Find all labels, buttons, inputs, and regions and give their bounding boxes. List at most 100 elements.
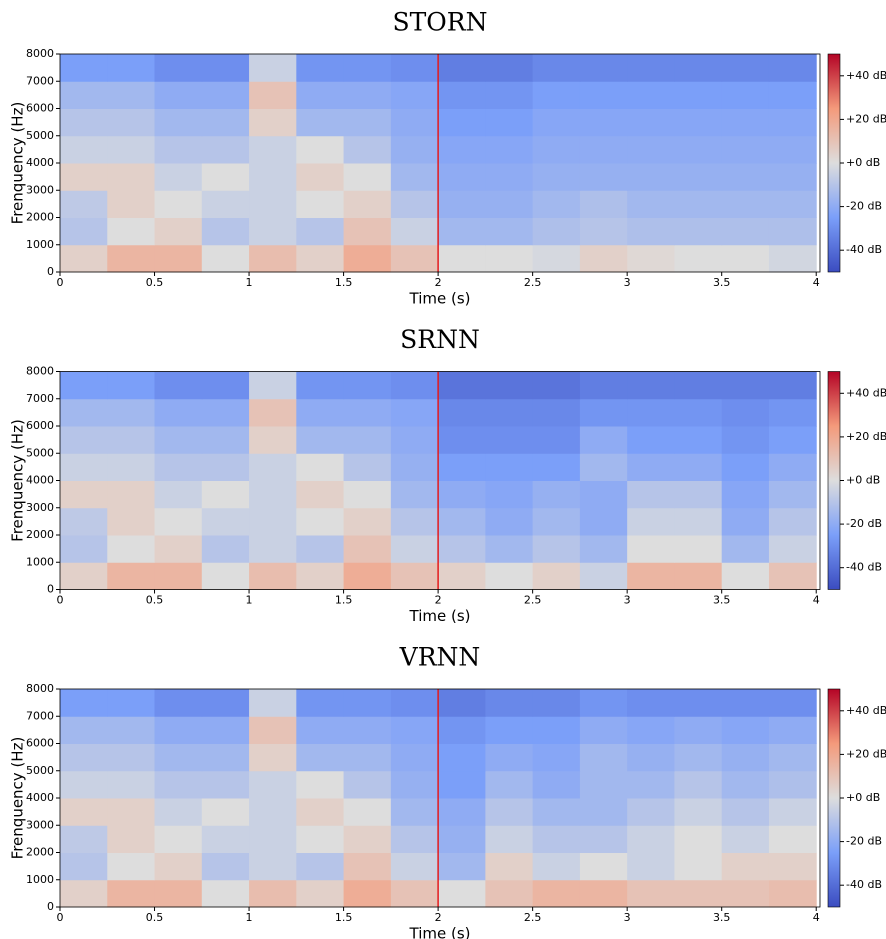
heat-cell	[249, 798, 297, 826]
heat-cell	[627, 770, 675, 799]
heat-cell	[201, 190, 250, 218]
y-tick-label: 0	[47, 900, 54, 913]
chart-title: STORN	[393, 8, 488, 37]
heat-cell	[296, 879, 345, 908]
heat-cell	[485, 879, 534, 908]
heat-cell	[485, 81, 534, 109]
heat-cell	[579, 689, 628, 717]
heat-cell	[579, 217, 628, 246]
heat-cell	[296, 689, 345, 717]
heat-cell	[154, 371, 203, 400]
heat-cell	[674, 743, 723, 772]
heat-cell	[674, 480, 723, 509]
heat-cell	[485, 371, 534, 400]
heat-cell	[154, 879, 203, 908]
heat-cell	[154, 217, 203, 246]
heat-cell	[532, 163, 581, 191]
heat-cell	[154, 743, 203, 772]
y-axis-label: Frenquency (Hz)	[9, 419, 27, 542]
heat-cell	[343, 244, 392, 273]
heat-cell	[674, 244, 723, 273]
heat-cell	[296, 562, 345, 590]
heat-cell	[154, 426, 203, 454]
colorbar	[827, 371, 841, 590]
x-tick-label: 0.5	[146, 594, 164, 607]
heat-cell	[768, 507, 817, 536]
heat-cell	[60, 244, 108, 273]
heat-cell	[579, 562, 628, 590]
y-tick-label: 0	[47, 583, 54, 596]
heat-cell	[579, 507, 628, 536]
x-tick-label: 3.5	[713, 276, 731, 289]
heat-cell	[390, 54, 439, 82]
x-tick-label: 1.5	[335, 911, 353, 924]
heat-cell	[532, 798, 581, 826]
heat-cell	[485, 163, 534, 191]
heat-cell	[201, 562, 250, 590]
heat-cell	[60, 535, 108, 563]
y-tick-label: 7000	[26, 74, 54, 87]
heat-cell	[390, 81, 439, 109]
x-tick-label: 0.5	[146, 911, 164, 924]
heat-cell	[107, 190, 156, 218]
heat-cell	[201, 244, 250, 273]
heat-cell	[532, 371, 581, 400]
heat-cell	[107, 217, 156, 246]
heat-cell	[343, 535, 392, 563]
heat-cell	[343, 480, 392, 509]
heat-cell	[768, 81, 817, 109]
y-tick-label: 8000	[26, 365, 54, 378]
heat-cell	[154, 689, 203, 717]
heat-cell	[579, 879, 628, 908]
heat-cell	[768, 825, 817, 853]
heat-cell	[296, 398, 345, 427]
heat-cell	[201, 507, 250, 536]
heat-cell	[201, 770, 250, 799]
heat-cell	[532, 217, 581, 246]
heat-cell	[390, 798, 439, 826]
heat-cell	[579, 135, 628, 164]
heat-cell	[485, 507, 534, 536]
y-axis-label: Frenquency (Hz)	[9, 737, 27, 860]
x-tick-label: 4	[813, 594, 820, 607]
heat-cell	[674, 770, 723, 799]
heat-cell	[60, 562, 108, 590]
y-tick-label: 4000	[26, 791, 54, 804]
heat-cell	[343, 716, 392, 744]
y-axis-label: Frenquency (Hz)	[9, 102, 27, 225]
y-tick-label: 7000	[26, 709, 54, 722]
heat-cell	[60, 480, 108, 509]
heat-cell	[768, 108, 817, 137]
heat-cell	[60, 879, 108, 908]
heat-cell	[674, 689, 723, 717]
x-tick-label: 1	[246, 911, 253, 924]
heat-cell	[296, 743, 345, 772]
heat-cell	[532, 507, 581, 536]
heat-cell	[154, 852, 203, 881]
heat-cell	[485, 743, 534, 772]
heat-cell	[107, 81, 156, 109]
heat-cell	[60, 798, 108, 826]
heat-cell	[485, 190, 534, 218]
heat-cell	[60, 852, 108, 881]
heat-cell	[60, 371, 108, 400]
heat-cell	[627, 398, 675, 427]
colorbar-tick-label: -40 dB	[846, 878, 882, 891]
heat-cell	[390, 453, 439, 481]
heat-cell	[107, 507, 156, 536]
y-tick-label: 6000	[26, 737, 54, 750]
heat-cell	[627, 108, 675, 137]
heat-cell	[390, 852, 439, 881]
heat-cell	[485, 108, 534, 137]
y-tick-label: 2000	[26, 846, 54, 859]
heat-cell	[768, 535, 817, 563]
heat-cell	[60, 825, 108, 853]
heat-cell	[579, 190, 628, 218]
heat-cell	[390, 371, 439, 400]
heat-cell	[579, 108, 628, 137]
colorbar-tick-label: -20 dB	[846, 200, 882, 213]
heat-cell	[296, 852, 345, 881]
heat-cell	[107, 244, 156, 273]
heat-cell	[768, 716, 817, 744]
heat-cell	[438, 535, 486, 563]
